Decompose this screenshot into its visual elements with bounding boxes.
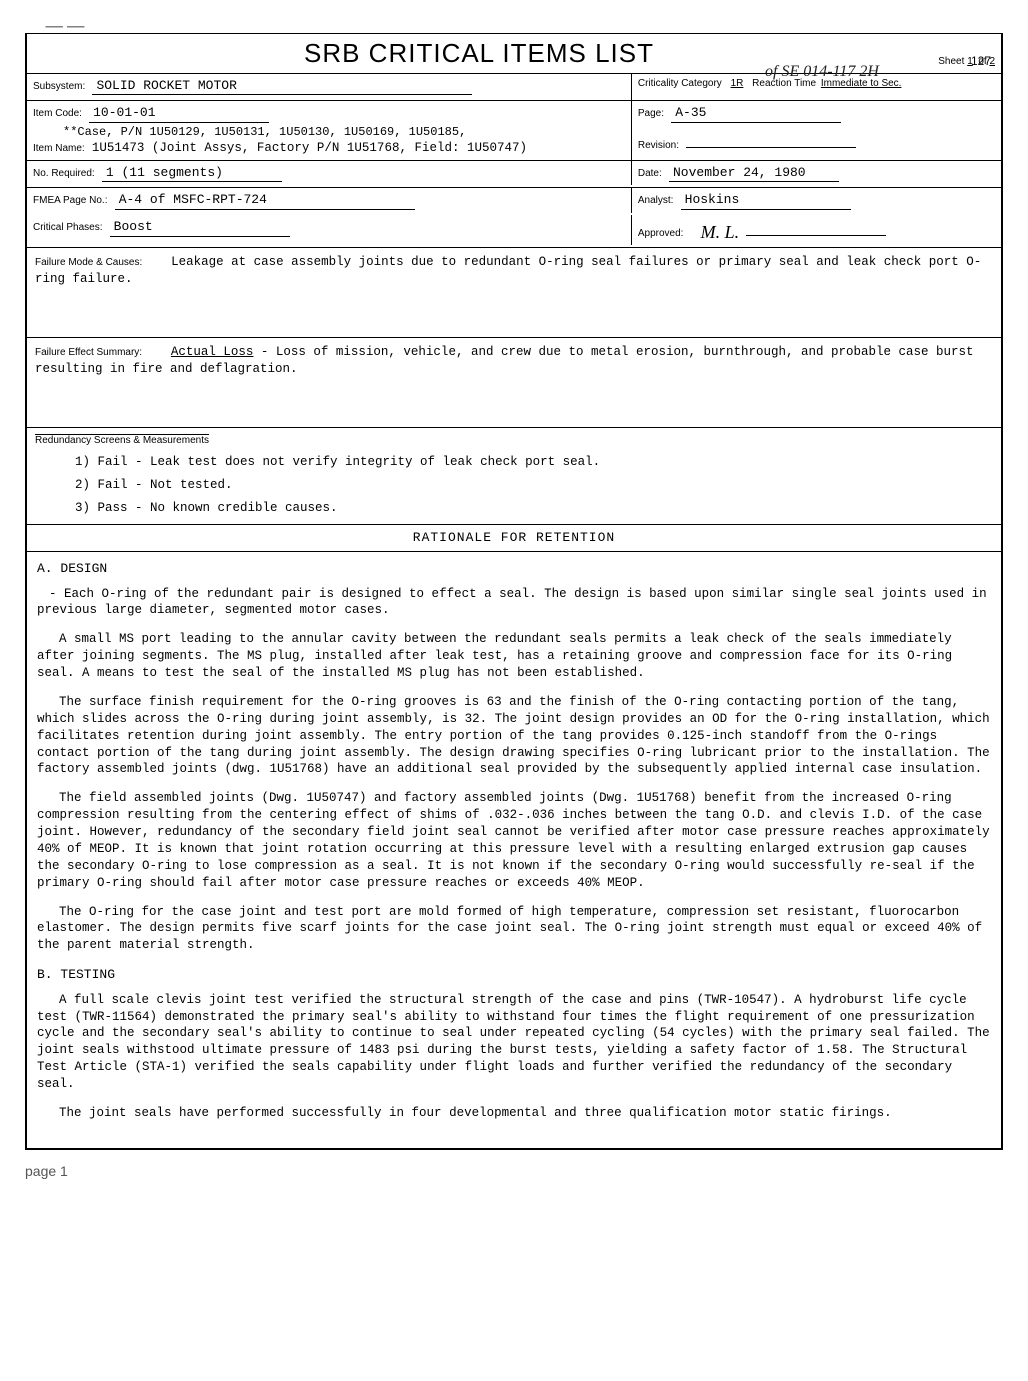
itemcode-label: Item Code: [33,107,82,121]
failure-mode-text: Leakage at case assembly joints due to r… [35,255,981,286]
approved-label: Approved: [638,227,684,241]
design-p5: The O-ring for the case joint and test p… [37,904,991,955]
page-footer: page 1 [25,1162,1003,1181]
date-value: November 24, 1980 [669,164,839,183]
noreq-value: 1 (11 segments) [102,164,282,183]
row-itemcode: Item Code: 10-01-01 **Case, P/N 1U50129,… [27,101,1001,160]
page-value: A-35 [671,104,841,123]
approved-signature: M. L. [691,220,740,244]
testing-p2: The joint seals have performed successfu… [37,1105,991,1122]
row-critphase: Critical Phases: Boost Approved: M. L. [27,215,1001,248]
itemcode-value: 10-01-01 [89,104,269,123]
redundancy-item: 3) Pass - No known credible causes. [75,500,993,517]
design-p3: The surface finish requirement for the O… [37,694,991,778]
date-label: Date: [638,167,662,181]
revision-label: Revision: [638,139,679,153]
testing-head: B. TESTING [37,966,991,984]
sheet-label: Sheet [938,56,964,67]
failure-effect-prefix: Actual Loss [171,345,254,359]
handwritten-ref: of SE 014-117 2H [765,61,879,83]
corner-number: 127 [971,53,991,69]
redundancy-item: 2) Fail - Not tested. [75,477,993,494]
itemname-line1: **Case, P/N 1U50129, 1U50131, 1U50130, 1… [63,125,625,140]
design-p2: A small MS port leading to the annular c… [37,631,991,682]
row-noreq: No. Required: 1 (11 segments) Date: Nove… [27,161,1001,189]
failure-mode-label: Failure Mode & Causes: [35,257,142,268]
design-head: A. DESIGN [37,560,991,578]
design-p4: The field assembled joints (Dwg. 1U50747… [37,790,991,891]
failure-effect-label: Failure Effect Summary: [35,347,142,358]
page-label: Page: [638,107,664,121]
retention-header: RATIONALE FOR RETENTION [27,524,1001,552]
title-meta: 127 of SE 014-117 2H Sheet 1 of 2 [765,55,995,71]
design-p1: - Each O-ring of the redundant pair is d… [37,586,991,620]
crit-label: Criticality Category [638,78,722,89]
signature-line [746,235,886,236]
itemname-label: Item Name: [33,142,85,156]
redundancy-label: Redundancy Screens & Measurements [35,434,993,448]
critphase-label: Critical Phases: [33,221,102,235]
redundancy-block: Redundancy Screens & Measurements 1) Fai… [27,428,1001,524]
revision-value [686,147,856,148]
failure-mode-block: Failure Mode & Causes: Leakage at case a… [27,248,1001,338]
document-frame: SRB CRITICAL ITEMS LIST 127 of SE 014-11… [25,33,1003,1150]
document-title: SRB CRITICAL ITEMS LIST [33,36,765,71]
rationale-body: A. DESIGN - Each O-ring of the redundant… [27,552,1001,1148]
failure-effect-block: Failure Effect Summary: Actual Loss - Lo… [27,338,1001,428]
title-row: SRB CRITICAL ITEMS LIST 127 of SE 014-11… [27,34,1001,74]
testing-p1: A full scale clevis joint test verified … [37,992,991,1093]
analyst-label: Analyst: [638,194,674,208]
noreq-label: No. Required: [33,167,95,181]
fmea-label: FMEA Page No.: [33,194,107,208]
crit-value: 1R [725,78,750,89]
redundancy-item: 1) Fail - Leak test does not verify inte… [75,454,993,471]
redundancy-list: 1) Fail - Leak test does not verify inte… [75,454,993,517]
subsystem-value: SOLID ROCKET MOTOR [92,77,472,96]
subsystem-label: Subsystem: [33,80,85,94]
analyst-value: Hoskins [681,191,851,210]
itemname-line2: 1U51473 (Joint Assys, Factory P/N 1U5176… [92,141,527,155]
fmea-value: A-4 of MSFC-RPT-724 [115,191,415,210]
critphase-value: Boost [110,218,290,237]
row-fmea: FMEA Page No.: A-4 of MSFC-RPT-724 Analy… [27,188,1001,215]
